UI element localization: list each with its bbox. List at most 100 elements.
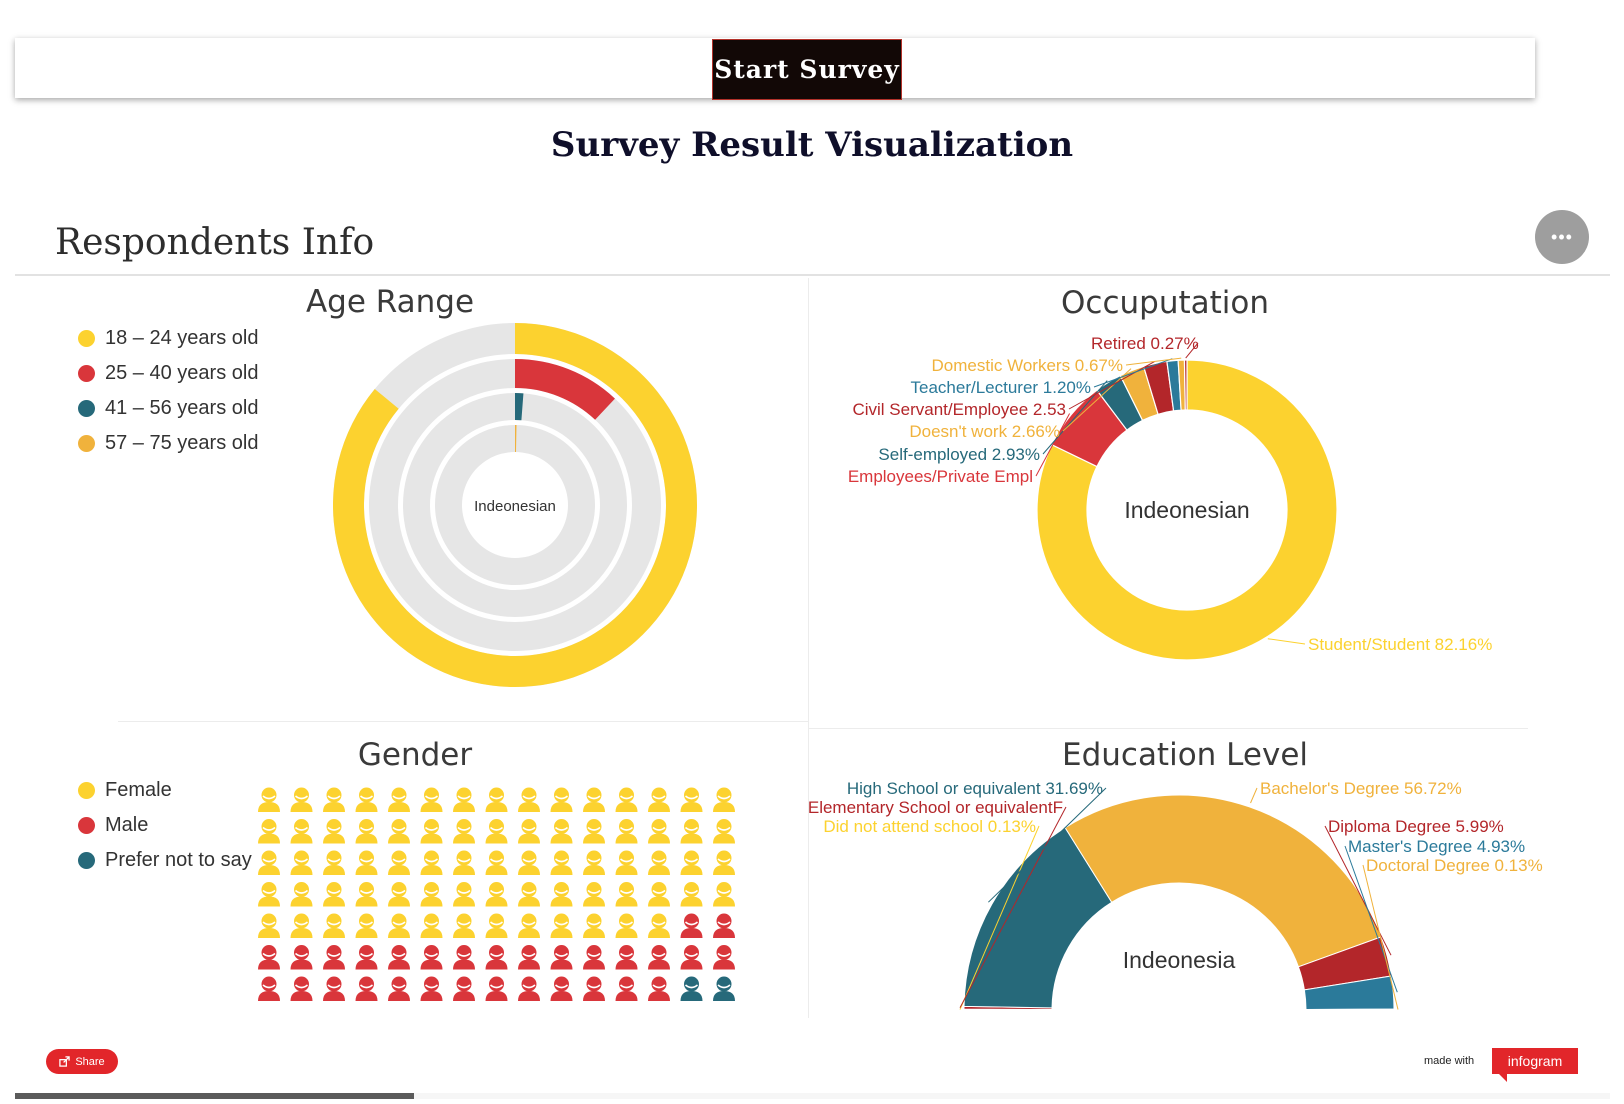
person-icon (388, 976, 410, 1001)
person-icon (485, 819, 508, 844)
person-icon (680, 819, 703, 844)
person-icon (485, 787, 508, 812)
person-icon (550, 787, 573, 812)
person-icon (453, 882, 475, 907)
person-icon (355, 945, 378, 970)
education-chart: Indeonesia Did not attend school 0.13%Ele… (808, 779, 1543, 1011)
person-icon (583, 976, 605, 1001)
person-icon (583, 787, 605, 812)
occupation-chart: Indeonesian Student/Student 82.16% Employe… (848, 334, 1492, 661)
person-icon (420, 976, 443, 1001)
person-icon (453, 787, 475, 812)
person-icon (388, 882, 410, 907)
person-icon (355, 787, 378, 812)
legend-label: 18 – 24 years old (105, 327, 259, 349)
person-icon (648, 819, 670, 844)
occupation-slice-label: Self-employed 2.93% (878, 445, 1040, 464)
person-icon (453, 976, 475, 1001)
occupation-slice-label: Employees/Private Empl (848, 467, 1033, 486)
person-icon (290, 819, 313, 844)
legend-item: Prefer not to say (78, 843, 252, 878)
person-icon (615, 945, 638, 970)
legend-label: Female (105, 779, 172, 801)
occupation-leader-line (1035, 413, 1071, 477)
education-leader-line (959, 806, 1067, 1008)
start-survey-button[interactable]: Start Survey (712, 39, 902, 100)
person-icon (680, 945, 703, 970)
age-range-title: Age Range (305, 284, 475, 320)
infogram-logo[interactable]: infogram (1492, 1048, 1578, 1074)
person-icon (453, 913, 475, 938)
person-icon (420, 882, 443, 907)
person-icon (680, 850, 703, 875)
education-slice (1064, 794, 1382, 968)
person-icon (648, 945, 670, 970)
person-icon (648, 913, 670, 938)
person-icon (518, 882, 540, 907)
share-button[interactable]: Share (46, 1049, 118, 1074)
person-icon (258, 850, 280, 875)
person-icon (388, 819, 410, 844)
person-icon (518, 787, 540, 812)
education-slice-label: Doctoral Degree 0.13% (1366, 856, 1543, 875)
age-center-label: Indeonesian (474, 498, 556, 515)
occupation-slice-label: Teacher/Lecturer 1.20% (911, 378, 1092, 397)
legend-label: 57 – 75 years old (105, 432, 259, 454)
legend-dot (78, 435, 95, 452)
share-icon (59, 1056, 71, 1067)
person-icon (550, 850, 573, 875)
person-icon (680, 882, 703, 907)
person-icon (323, 819, 345, 844)
person-icon (290, 976, 313, 1001)
person-icon (648, 787, 670, 812)
person-icon (550, 976, 573, 1001)
age-ring-bar (515, 359, 615, 420)
person-icon (648, 850, 670, 875)
occupation-leader-line (1062, 368, 1132, 432)
occupation-slice-label: Student/Student 82.16% (1308, 635, 1492, 654)
age-ring-bar (515, 393, 524, 421)
education-slice-label: Master's Degree 4.93% (1348, 837, 1525, 856)
person-icon (323, 913, 345, 938)
section-title: Respondents Info (55, 222, 375, 263)
column-divider (808, 278, 809, 1018)
person-icon (583, 945, 605, 970)
person-icon (290, 882, 313, 907)
age-ring-bar (515, 425, 517, 453)
occupation-slice-label: Domestic Workers 0.67% (932, 356, 1123, 375)
infogram-logo-tail (1497, 1072, 1507, 1082)
person-icon (648, 882, 670, 907)
person-icon (518, 819, 540, 844)
person-icon (680, 787, 703, 812)
legend-dot (78, 852, 95, 869)
legend-item: Male (78, 808, 252, 843)
person-icon (323, 850, 345, 875)
occupation-leader-line (1068, 361, 1155, 410)
occupation-center-label: Indeonesian (1124, 497, 1249, 523)
person-icon (485, 882, 508, 907)
legend-label: 41 – 56 years old (105, 397, 259, 419)
person-icon (420, 787, 443, 812)
occupation-leader-line (1093, 358, 1173, 388)
gender-pictogram (258, 787, 735, 1001)
occupation-slice (1036, 359, 1338, 661)
person-icon (583, 882, 605, 907)
person-icon (258, 913, 280, 938)
person-icon (518, 976, 540, 1001)
person-icon (290, 787, 313, 812)
education-title: Education Level (1061, 737, 1309, 773)
legend-dot (78, 365, 95, 382)
legend-dot (78, 817, 95, 834)
age-range-chart: Indeonesian (333, 323, 698, 687)
person-icon (615, 913, 638, 938)
made-with-text: made with (1424, 1055, 1475, 1067)
person-icon (453, 945, 475, 970)
gender-legend: Female Male Prefer not to say (78, 773, 252, 878)
person-icon (485, 850, 508, 875)
person-icon (680, 976, 703, 1001)
person-icon (615, 976, 638, 1001)
person-icon (518, 945, 540, 970)
more-options-button[interactable]: ••• (1535, 210, 1589, 264)
person-icon (258, 819, 280, 844)
person-icon (420, 819, 443, 844)
